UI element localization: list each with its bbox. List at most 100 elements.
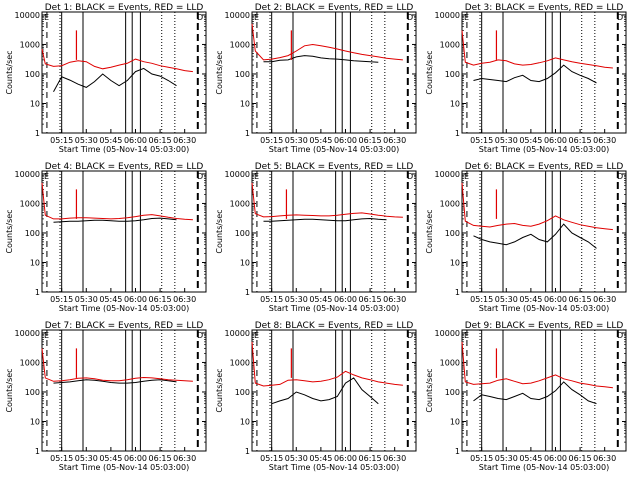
- chart-title: Det 6: BLACK = Events, RED = LLD: [465, 162, 624, 172]
- corner-marker: D: [617, 331, 623, 340]
- x-tick-label: 05:45: [519, 136, 542, 145]
- chart-title: Det 4: BLACK = Events, RED = LLD: [45, 162, 204, 172]
- x-tick-label: 05:30: [285, 136, 308, 145]
- y-tick-label: 1: [35, 288, 40, 297]
- corner-marker: E: [254, 172, 259, 181]
- x-tick-label: 06:30: [383, 295, 406, 304]
- y-tick-label: 10000: [15, 329, 40, 338]
- plot-frame: [251, 170, 417, 293]
- series-line-lld: [41, 348, 193, 382]
- x-tick-label: 05:45: [309, 295, 332, 304]
- x-tick-label: 05:15: [470, 136, 493, 145]
- x-tick-label: 05:45: [519, 454, 542, 463]
- x-tick-label: 05:30: [495, 454, 518, 463]
- x-axis-label: Start Time (05-Nov-14 05:03:00): [59, 463, 189, 472]
- y-tick-label: 10: [450, 99, 460, 108]
- x-tick-label: 05:45: [309, 136, 332, 145]
- y-tick-label: 1000: [440, 40, 460, 49]
- x-tick-label: 05:45: [99, 295, 122, 304]
- y-tick-label: 1000: [20, 40, 40, 49]
- y-tick-label: 100: [235, 388, 250, 397]
- series-line-events: [473, 64, 597, 84]
- y-tick-label: 1000: [20, 358, 40, 367]
- x-tick-label: 06:00: [124, 295, 147, 304]
- x-tick-label: 05:15: [50, 295, 73, 304]
- y-tick-label: 10000: [435, 170, 460, 179]
- y-tick-label: 100: [445, 229, 460, 238]
- y-tick-label: 10: [240, 417, 250, 426]
- chart-panel-6: Det 6: BLACK = Events, RED = LLD 1 10 100 10…: [425, 162, 627, 313]
- series-line-events: [53, 67, 177, 92]
- chart-panel-3: Det 3: BLACK = Events, RED = LLD 1 10 100 10…: [425, 3, 627, 154]
- y-axis-label: Counts/sec: [215, 50, 224, 94]
- x-tick-label: 06:30: [173, 454, 196, 463]
- chart-title: Det 5: BLACK = Events, RED = LLD: [255, 162, 414, 172]
- x-tick-label: 05:15: [260, 136, 283, 145]
- y-axis-label: Counts/sec: [425, 50, 434, 94]
- corner-marker: E: [44, 172, 49, 181]
- y-tick-label: 10000: [225, 329, 250, 338]
- y-axis-label: Counts/sec: [215, 368, 224, 412]
- y-tick-label: 1: [455, 447, 460, 456]
- x-tick-label: 06:30: [173, 295, 196, 304]
- corner-marker: D: [407, 172, 413, 181]
- x-axis-label: Start Time (05-Nov-14 05:03:00): [59, 145, 189, 154]
- series-line-lld: [461, 341, 613, 389]
- y-tick-label: 1: [245, 129, 250, 138]
- y-tick-label: 10: [240, 258, 250, 267]
- y-tick-label: 1000: [230, 199, 250, 208]
- series-line-events: [271, 377, 379, 405]
- plot-frame: [41, 11, 207, 134]
- x-tick-label: 06:15: [149, 454, 172, 463]
- chart-panel-5: Det 5: BLACK = Events, RED = LLD 1 10 100 10…: [215, 162, 417, 313]
- x-axis-label: Start Time (05-Nov-14 05:03:00): [479, 304, 609, 313]
- y-tick-label: 1: [245, 447, 250, 456]
- y-axis-label: Counts/sec: [425, 368, 434, 412]
- y-tick-label: 1000: [20, 199, 40, 208]
- series-line-lld: [251, 341, 403, 387]
- x-axis-label: Start Time (05-Nov-14 05:03:00): [59, 304, 189, 313]
- x-tick-label: 05:45: [99, 454, 122, 463]
- y-tick-label: 100: [25, 388, 40, 397]
- chart-panel-9: Det 9: BLACK = Events, RED = LLD 1 10 100 10…: [425, 321, 627, 472]
- y-tick-label: 1: [245, 288, 250, 297]
- corner-marker: E: [254, 331, 259, 340]
- series-line-events: [263, 55, 379, 63]
- y-axis-label: Counts/sec: [5, 50, 14, 94]
- series-line-events: [473, 381, 597, 405]
- x-tick-label: 06:15: [359, 454, 382, 463]
- y-tick-label: 100: [25, 70, 40, 79]
- series-line-events: [473, 223, 597, 249]
- chart-panel-7: Det 7: BLACK = Events, RED = LLD 1 10 100 10…: [5, 321, 207, 472]
- y-tick-label: 10000: [435, 11, 460, 20]
- corner-marker: E: [44, 331, 49, 340]
- y-tick-label: 100: [445, 70, 460, 79]
- y-axis-label: Counts/sec: [215, 209, 224, 253]
- x-axis-label: Start Time (05-Nov-14 05:03:00): [269, 463, 399, 472]
- x-tick-label: 06:15: [359, 136, 382, 145]
- chart-title: Det 3: BLACK = Events, RED = LLD: [465, 3, 624, 13]
- corner-marker: E: [254, 13, 259, 22]
- x-tick-label: 06:00: [334, 136, 357, 145]
- x-tick-label: 06:15: [569, 454, 592, 463]
- x-tick-label: 06:00: [544, 295, 567, 304]
- x-tick-label: 06:30: [593, 295, 616, 304]
- x-axis-label: Start Time (05-Nov-14 05:03:00): [479, 145, 609, 154]
- x-tick-label: 06:00: [334, 295, 357, 304]
- x-tick-label: 05:15: [470, 295, 493, 304]
- plot-frame: [251, 329, 417, 452]
- y-tick-label: 1000: [230, 40, 250, 49]
- corner-marker: E: [464, 331, 469, 340]
- x-tick-label: 06:15: [149, 295, 172, 304]
- x-tick-label: 06:00: [544, 136, 567, 145]
- series-line-lld: [251, 23, 403, 61]
- chart-panel-4: Det 4: BLACK = Events, RED = LLD 1 10 100 10…: [5, 162, 207, 313]
- x-tick-label: 05:15: [50, 454, 73, 463]
- x-tick-label: 05:30: [75, 136, 98, 145]
- y-tick-label: 100: [25, 229, 40, 238]
- x-tick-label: 05:30: [75, 295, 98, 304]
- x-tick-label: 06:00: [124, 454, 147, 463]
- chart-title: Det 9: BLACK = Events, RED = LLD: [465, 321, 624, 331]
- y-tick-label: 1: [455, 288, 460, 297]
